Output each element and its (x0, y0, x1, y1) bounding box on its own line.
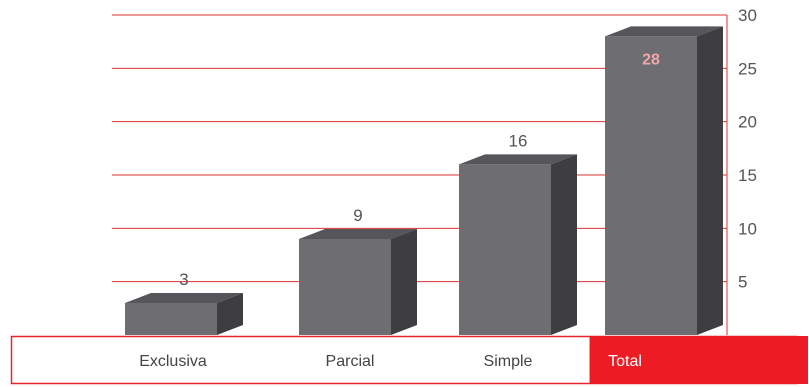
bar-exclusiva (125, 303, 217, 335)
value-label-total: 28 (642, 51, 660, 68)
bar-simple (459, 164, 551, 335)
y-tick-label: 20 (738, 113, 757, 132)
value-label-simple: 16 (509, 131, 528, 150)
category-label-total: Total (608, 353, 642, 370)
value-label-parcial: 9 (353, 206, 362, 225)
y-tick-label: 25 (738, 59, 757, 78)
bar-top-exclusiva (125, 293, 243, 303)
bar-side-exclusiva (217, 293, 243, 335)
bar-side-parcial (391, 229, 417, 335)
highlight-cell (590, 336, 808, 384)
bars (125, 26, 723, 335)
category-label-parcial: Parcial (326, 353, 375, 370)
y-axis-ticks: 5 10 15 20 25 30 (738, 6, 757, 292)
category-label-exclusiva: Exclusiva (139, 353, 207, 370)
bar-top-parcial (299, 229, 417, 239)
bar-total (605, 36, 697, 335)
bar-side-total (697, 26, 723, 335)
y-tick-label: 5 (738, 273, 747, 292)
category-band: Exclusiva Parcial Simple Total (10, 335, 808, 385)
bar-side-simple (551, 154, 577, 335)
value-labels: 3 9 16 28 (179, 51, 660, 289)
category-label-simple: Simple (484, 353, 533, 370)
y-tick-label: 10 (738, 219, 757, 238)
bar-parcial (299, 239, 391, 335)
y-tick-label: 30 (738, 6, 757, 25)
y-tick-label: 15 (738, 166, 757, 185)
value-label-exclusiva: 3 (179, 270, 188, 289)
bar-top-total (605, 26, 723, 37)
bar-top-simple (459, 154, 577, 165)
